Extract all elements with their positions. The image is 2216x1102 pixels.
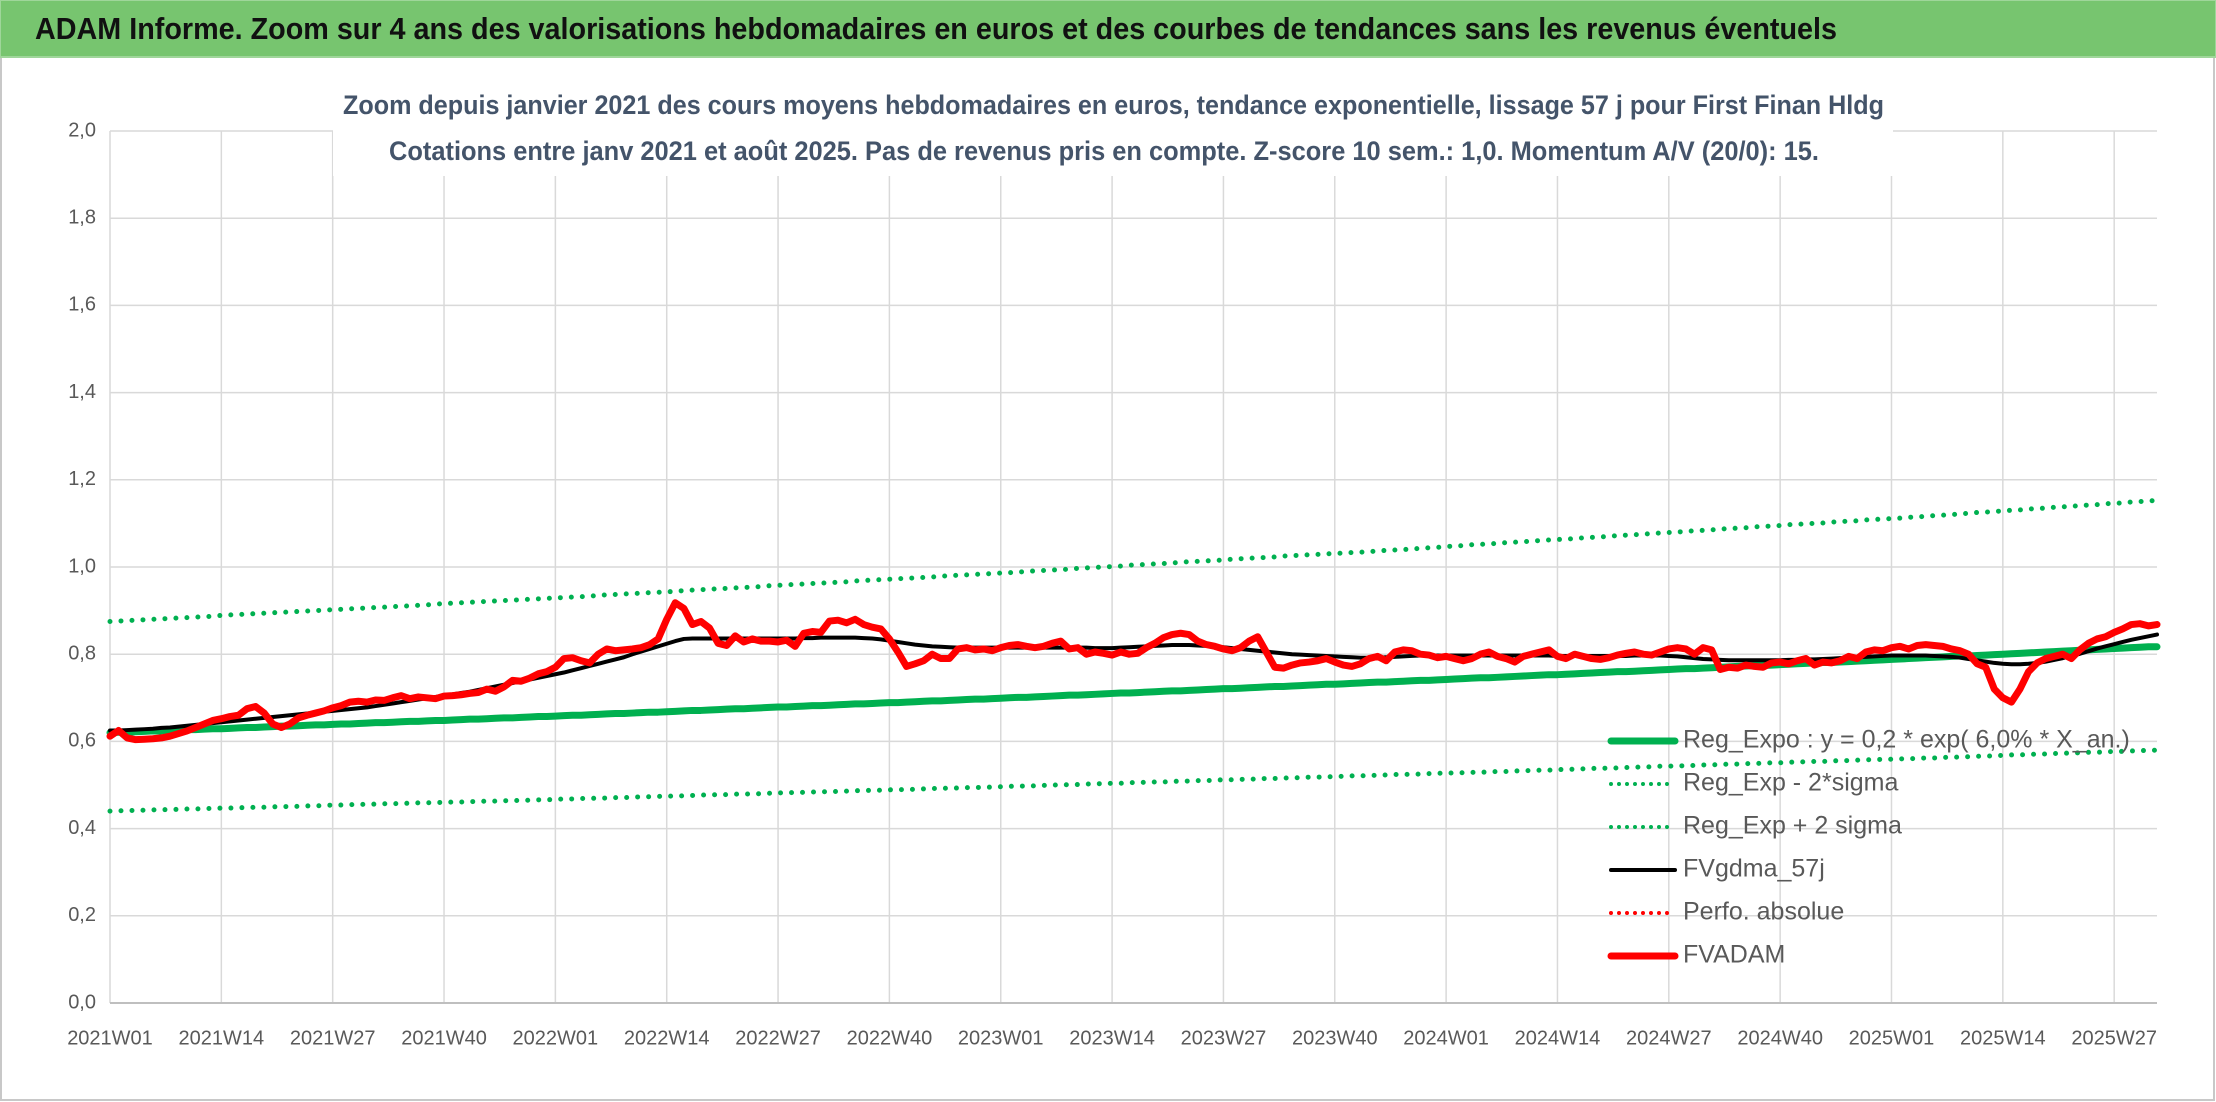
x-tick-label: 2023W14: [1069, 1027, 1155, 1049]
x-tick-label: 2023W40: [1292, 1027, 1378, 1049]
y-tick-label: 0,2: [68, 904, 96, 926]
x-tick-label: 2024W40: [1737, 1027, 1823, 1049]
legend-label: FVgdma_57j: [1683, 855, 1825, 883]
series-line: [107, 747, 2160, 814]
banner-title: ADAM Informe. Zoom sur 4 ans des valoris…: [35, 11, 1837, 46]
x-tick-label: 2022W01: [513, 1027, 599, 1049]
banner: [0, 0, 2216, 58]
x-tick-label: 2021W14: [179, 1027, 265, 1049]
x-tick-label: 2023W01: [958, 1027, 1044, 1049]
x-tick-label: 2024W27: [1626, 1027, 1712, 1049]
legend: Reg_Expo : y = 0,2 * exp( 6,0% * X_an.) R…: [1607, 726, 2130, 969]
legend-label: Perfo. absolue: [1683, 898, 1844, 926]
y-tick-label: 2,0: [68, 119, 96, 141]
grid: 0,0 0,2 0,4 0,6 0,8 1,0 1,2 1,4 1,6 1,8 2,0 2021W01…: [67, 119, 2157, 1049]
plot: [106, 497, 2161, 814]
legend-label: FVADAM: [1683, 941, 1785, 969]
chart-subtitle: Cotations entre janv 2021 et août 2025. …: [389, 136, 1819, 166]
y-tick-label: 1,8: [68, 206, 96, 228]
x-tick-label: 2025W27: [2071, 1027, 2157, 1049]
y-tick-label: 0,6: [68, 730, 96, 752]
series-line: [106, 599, 2161, 744]
title-background: [333, 84, 1893, 176]
legend-label: Reg_Expo : y = 0,2 * exp( 6,0% * X_an.): [1683, 726, 2130, 754]
x-tick-label: 2022W27: [735, 1027, 821, 1049]
x-tick-label: 2024W14: [1515, 1027, 1601, 1049]
legend-label: Reg_Exp - 2*sigma: [1683, 769, 1898, 797]
x-tick-label: 2025W01: [1849, 1027, 1935, 1049]
legend-label: Reg_Exp + 2 sigma: [1683, 812, 1902, 840]
y-tick-label: 1,4: [68, 381, 96, 403]
x-tick-label: 2024W01: [1403, 1027, 1489, 1049]
x-tick-label: 2022W14: [624, 1027, 710, 1049]
x-tick-label: 2025W14: [1960, 1027, 2046, 1049]
y-tick-label: 1,2: [68, 468, 96, 490]
y-tick-label: 1,6: [68, 294, 96, 316]
x-tick-label: 2021W01: [67, 1027, 153, 1049]
chart-title: Zoom depuis janvier 2021 des cours moyen…: [343, 90, 1884, 120]
y-tick-label: 0,8: [68, 642, 96, 664]
x-tick-label: 2022W40: [847, 1027, 933, 1049]
y-tick-label: 0,0: [68, 991, 96, 1013]
y-tick-label: 1,0: [68, 555, 96, 577]
x-tick-label: 2021W40: [401, 1027, 487, 1049]
series-line: [107, 497, 2160, 624]
x-tick-label: 2023W27: [1181, 1027, 1267, 1049]
x-tick-label: 2021W27: [290, 1027, 376, 1049]
y-tick-label: 0,4: [68, 817, 96, 839]
